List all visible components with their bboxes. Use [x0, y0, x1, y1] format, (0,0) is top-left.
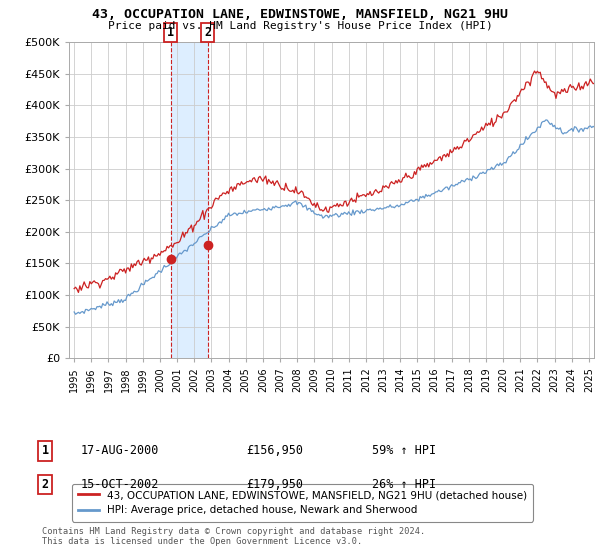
Text: Price paid vs. HM Land Registry's House Price Index (HPI): Price paid vs. HM Land Registry's House … — [107, 21, 493, 31]
Text: 17-AUG-2000: 17-AUG-2000 — [81, 444, 160, 458]
Text: 59% ↑ HPI: 59% ↑ HPI — [372, 444, 436, 458]
Legend: 43, OCCUPATION LANE, EDWINSTOWE, MANSFIELD, NG21 9HU (detached house), HPI: Aver: 43, OCCUPATION LANE, EDWINSTOWE, MANSFIE… — [71, 484, 533, 521]
Text: Contains HM Land Registry data © Crown copyright and database right 2024.
This d: Contains HM Land Registry data © Crown c… — [42, 526, 425, 546]
Bar — [170, 42, 208, 358]
Text: 15-OCT-2002: 15-OCT-2002 — [81, 478, 160, 491]
Text: 26% ↑ HPI: 26% ↑ HPI — [372, 478, 436, 491]
Text: 2: 2 — [204, 26, 211, 39]
Text: £179,950: £179,950 — [246, 478, 303, 491]
Text: 1: 1 — [167, 26, 174, 39]
Text: 43, OCCUPATION LANE, EDWINSTOWE, MANSFIELD, NG21 9HU: 43, OCCUPATION LANE, EDWINSTOWE, MANSFIE… — [92, 8, 508, 21]
Text: 1: 1 — [41, 444, 49, 458]
Text: £156,950: £156,950 — [246, 444, 303, 458]
Text: 2: 2 — [41, 478, 49, 491]
